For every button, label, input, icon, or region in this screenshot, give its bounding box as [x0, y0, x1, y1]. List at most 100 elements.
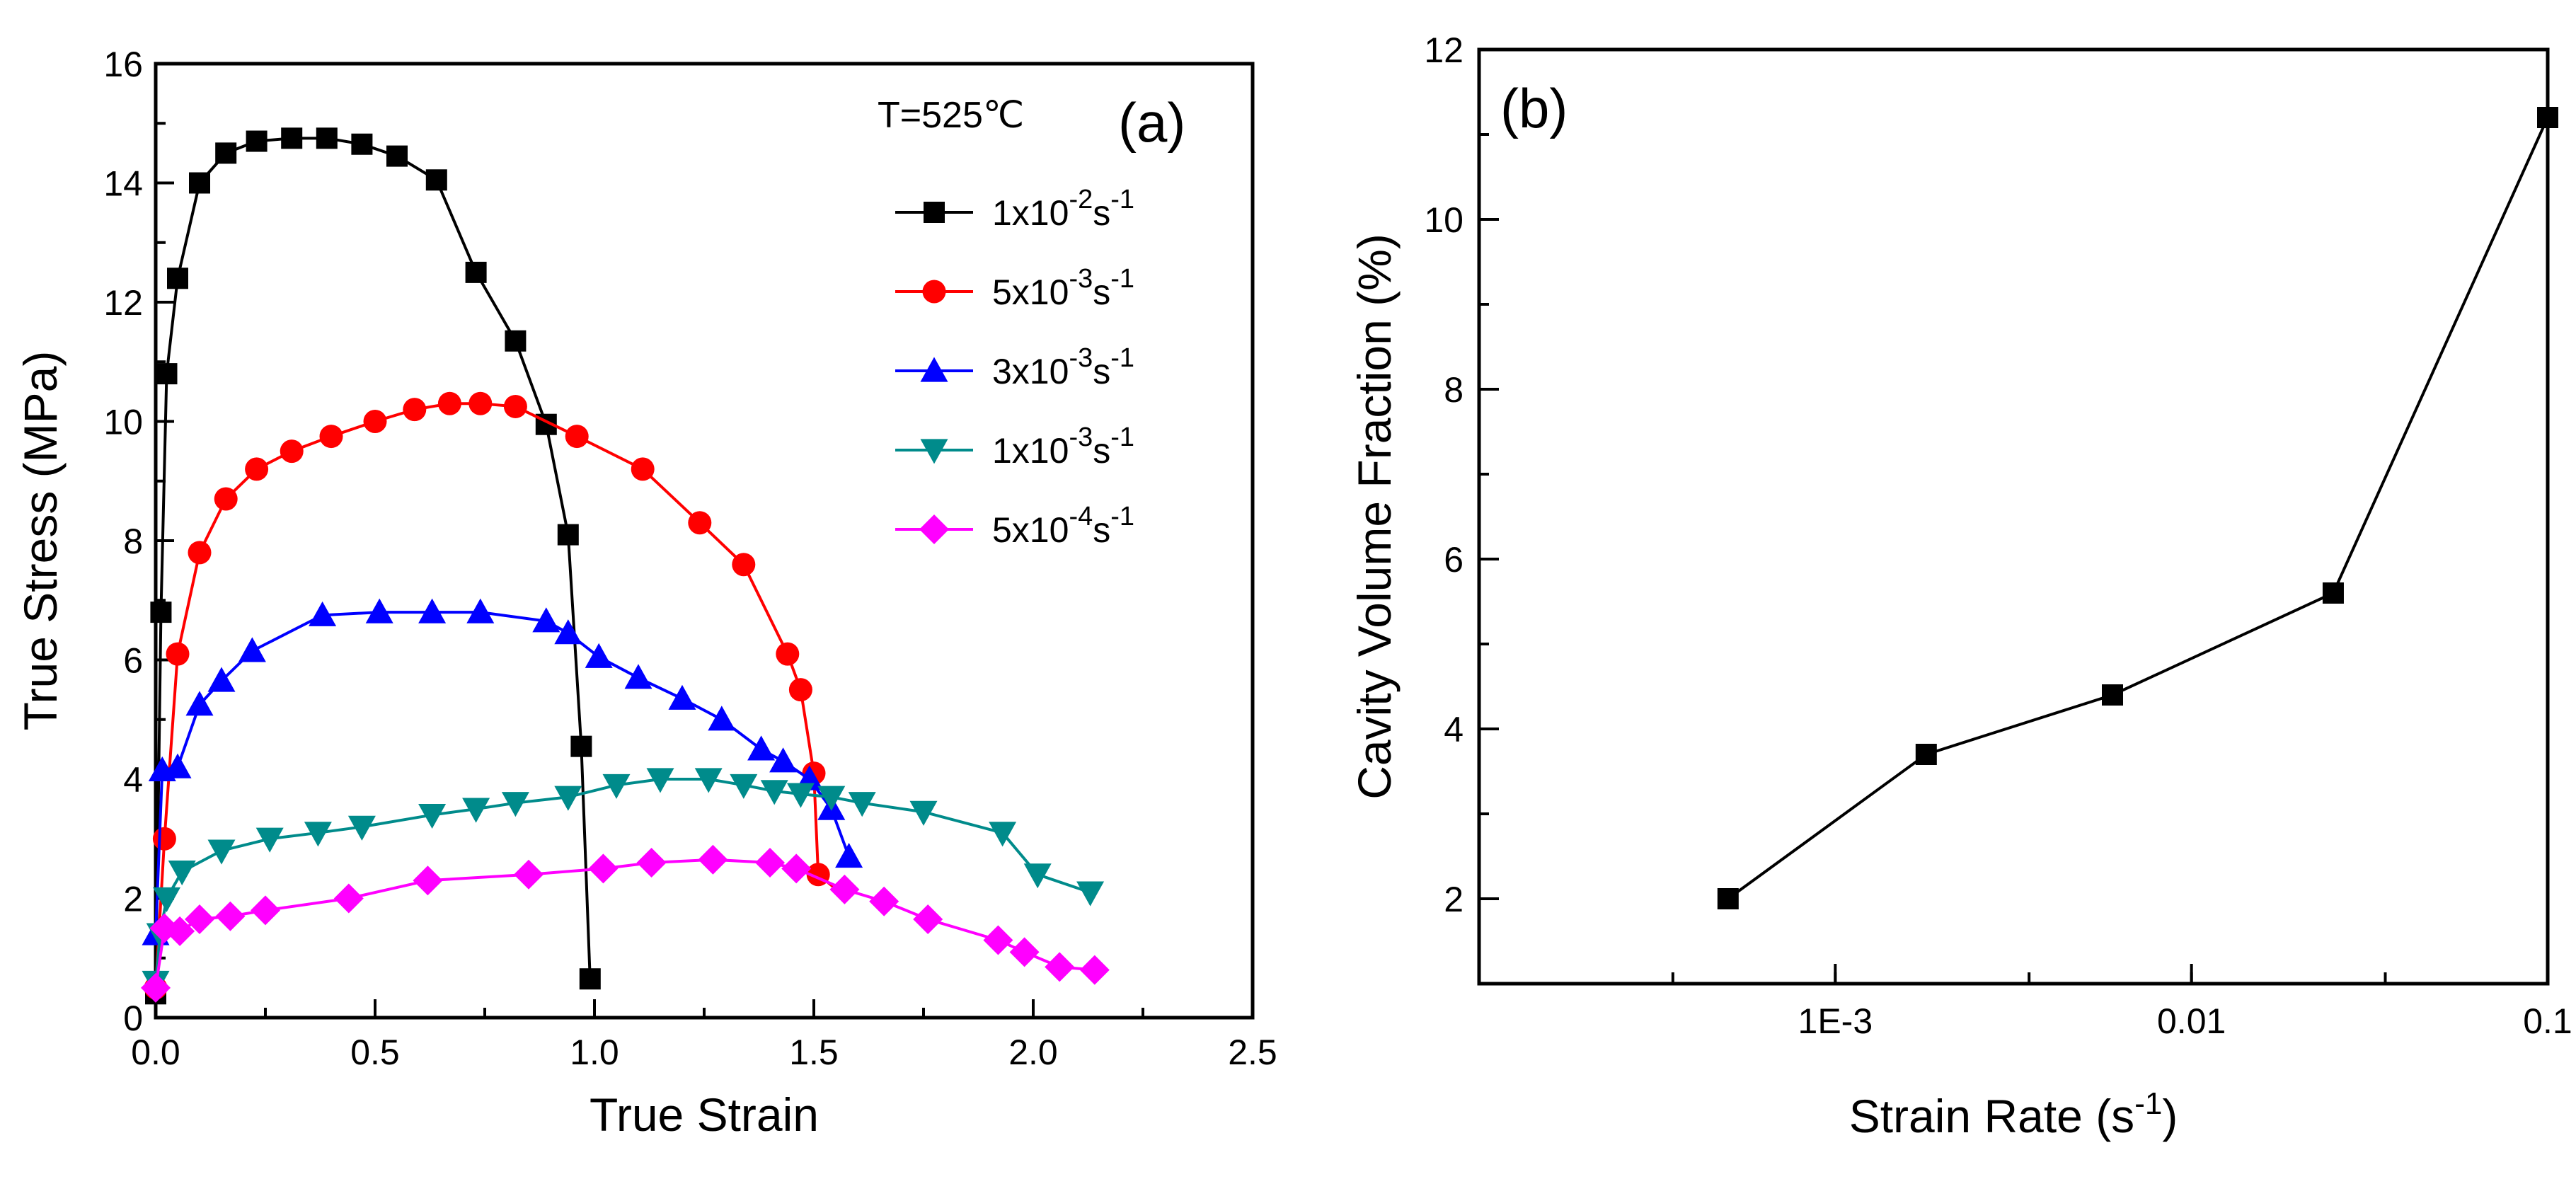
panel-a-x-tick-label: 2.5 — [1228, 1033, 1277, 1072]
data-point — [462, 798, 490, 823]
panel-a-x-tick-label: 0.5 — [350, 1033, 400, 1072]
series-line-5x10-3s-1 — [154, 402, 820, 988]
data-point — [333, 883, 364, 914]
panel-b-y-tick-label: 8 — [1444, 370, 1464, 410]
series-line-1x10-3s-1 — [154, 778, 1091, 982]
legend-marker — [919, 514, 949, 544]
panel-b-x-axis-title: Strain Rate (s-1) — [1849, 1086, 2178, 1142]
legend-label: 5x10-3s-1 — [992, 264, 1134, 312]
data-point — [781, 853, 812, 884]
data-point — [989, 822, 1017, 847]
data-point — [156, 363, 178, 385]
panel-b-y-tick-label: 12 — [1424, 30, 1464, 70]
data-point — [425, 169, 447, 191]
data-point — [983, 925, 1013, 955]
panel-a-y-tick-label: 6 — [123, 641, 143, 681]
legend-marker — [924, 202, 945, 223]
data-point — [309, 601, 337, 626]
data-point — [466, 598, 495, 623]
panel-a-stress-strain-chart: 0.0 0.5 1.0 1.5 2.0 2.5 0 2 4 6 8 10 12 14 16 (a) T=5… — [14, 45, 1277, 1141]
panel-b-x-tick-label: 0.01 — [2157, 1001, 2226, 1041]
data-point — [365, 598, 393, 623]
data-point — [246, 130, 268, 152]
panel-a-label: (a) — [1118, 91, 1185, 154]
data-point — [585, 643, 613, 668]
data-point — [570, 735, 592, 757]
panel-b-x-tick-label: 0.1 — [2523, 1001, 2572, 1041]
data-point — [280, 439, 304, 464]
data-point — [418, 598, 447, 623]
data-point — [150, 602, 172, 623]
data-point — [152, 827, 176, 851]
data-point — [168, 860, 196, 886]
data-point — [465, 261, 487, 283]
data-point — [579, 968, 601, 990]
data-point — [505, 330, 527, 352]
panel-b-x-axis-title-exp: -1 — [2134, 1086, 2162, 1121]
data-point — [602, 773, 631, 799]
panel-a-x-tick-label: 2.0 — [1008, 1033, 1058, 1072]
panel-a-series-group — [141, 127, 1110, 1005]
panel-a-y-tick-label: 4 — [123, 760, 143, 800]
data-point — [646, 768, 674, 793]
panel-b-y-tick-label: 4 — [1444, 710, 1464, 749]
data-point — [1915, 744, 1937, 765]
panel-a-x-axis-title: True Strain — [590, 1088, 819, 1141]
data-point — [165, 916, 195, 946]
data-point — [304, 822, 332, 847]
data-point — [636, 847, 667, 878]
panel-b-y-tick-label: 10 — [1424, 200, 1464, 240]
data-point — [557, 524, 579, 546]
legend-marker — [920, 439, 948, 464]
panel-b-y-tick-label: 2 — [1444, 880, 1464, 919]
data-point — [207, 839, 236, 865]
data-point — [347, 815, 376, 841]
data-point — [403, 398, 427, 422]
panel-b-plot-frame — [1477, 47, 2550, 986]
data-point — [869, 886, 899, 916]
data-point — [817, 786, 846, 811]
legend-label: 1x10-3s-1 — [992, 422, 1134, 471]
legend-label: 1x10-2s-1 — [992, 185, 1134, 233]
data-point — [319, 425, 343, 449]
panel-a-y-tick-label: 16 — [103, 45, 143, 84]
legend-label: 5x10-4s-1 — [992, 502, 1134, 550]
data-point — [413, 865, 443, 896]
panel-b-y-ticks: 2 4 6 8 10 12 — [1424, 30, 1499, 985]
data-point — [163, 753, 192, 778]
panel-a-x-tick-label: 1.0 — [570, 1033, 619, 1072]
data-point — [909, 800, 938, 826]
panel-b-y-axis-title: Cavity Volume Fraction (%) — [1348, 234, 1401, 800]
data-point — [1076, 881, 1105, 907]
data-point — [418, 803, 447, 829]
data-point — [351, 133, 373, 155]
data-point — [788, 678, 812, 702]
panel-a-y-axis-title: True Stress (MPa) — [14, 351, 67, 731]
data-point — [624, 664, 652, 689]
data-point — [668, 684, 696, 710]
data-point — [688, 511, 712, 535]
data-point — [281, 127, 303, 149]
panel-a-legend: 1x10-2s-1 5x10-3s-1 3x10-3s-1 1x10-3s-1 5x10… — [895, 185, 1134, 550]
panel-a-y-tick-label: 2 — [123, 880, 143, 919]
data-point — [913, 904, 943, 934]
data-point — [2322, 582, 2344, 604]
panel-b-x-axis-title-tail: ) — [2162, 1090, 2178, 1142]
data-point — [245, 457, 269, 481]
data-point — [386, 145, 408, 167]
data-point — [363, 410, 387, 433]
cavity-series-line — [1727, 117, 2549, 900]
data-point — [255, 827, 284, 853]
data-point — [760, 780, 788, 805]
data-point — [730, 773, 758, 799]
data-point — [2102, 684, 2124, 706]
panel-a-x-ticks: 0.0 0.5 1.0 1.5 2.0 2.5 — [131, 999, 1277, 1072]
data-point — [2537, 107, 2558, 128]
data-point — [188, 541, 212, 565]
panel-b-x-axis-title-base: Strain Rate (s — [1849, 1090, 2134, 1142]
data-point — [532, 607, 560, 633]
panel-b-cavity-chart: 1E-3 0.01 0.1 2 4 6 8 10 12 (b) Strain Rate (s-… — [1348, 30, 2572, 1142]
data-point — [238, 637, 266, 662]
data-point — [1023, 863, 1052, 889]
